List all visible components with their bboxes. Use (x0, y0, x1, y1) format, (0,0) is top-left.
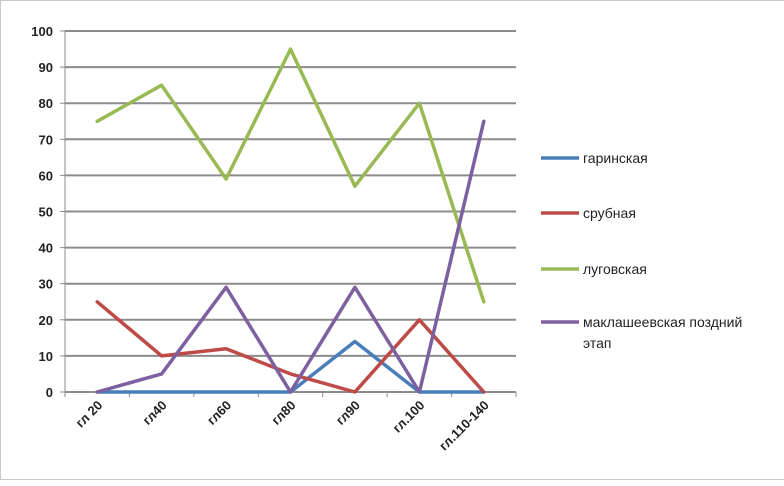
legend-label: срубная (583, 205, 636, 221)
legend-item: срубная (541, 205, 636, 221)
legend-label: этап (583, 335, 611, 351)
y-tick-label: 80 (39, 96, 53, 111)
x-tick-label: гл 20 (73, 398, 106, 431)
y-tick-label: 40 (39, 241, 53, 256)
series-line (95, 119, 486, 394)
y-tick-label: 20 (39, 313, 53, 328)
series-lines (95, 47, 486, 394)
axes (60, 30, 517, 397)
legend: гаринская срубная луговская маклашеевская п… (541, 150, 742, 351)
x-tick-label: гл60 (204, 398, 234, 428)
y-tick-labels: 0 10 20 30 40 50 60 70 80 90 100 (31, 24, 53, 400)
x-tick-labels: гл 20 гл40 гл60 гл80 гл90 гл.100 гл.110-140 (73, 398, 492, 454)
x-tick-label: гл40 (139, 398, 169, 428)
legend-item: маклашеевская поздний этап (541, 314, 742, 351)
legend-label: гаринская (583, 150, 648, 166)
y-tick-label: 100 (31, 24, 53, 39)
x-tick-label: гл80 (268, 398, 298, 428)
legend-item: луговская (541, 261, 647, 277)
y-tick-label: 50 (39, 205, 53, 220)
x-tick-label: гл.110-140 (436, 398, 492, 454)
x-tick-label: гл.100 (390, 398, 428, 436)
y-tick-label: 30 (39, 277, 53, 292)
legend-label: луговская (583, 261, 647, 277)
series-line (95, 47, 486, 304)
legend-item: гаринская (541, 150, 648, 166)
y-tick-label: 70 (39, 132, 53, 147)
series-line (95, 300, 486, 394)
y-tick-label: 0 (46, 385, 53, 400)
legend-label: маклашеевская поздний (583, 314, 742, 330)
y-tick-label: 90 (39, 60, 53, 75)
y-tick-label: 10 (39, 349, 53, 364)
gridlines (65, 30, 516, 357)
y-tick-label: 60 (39, 168, 53, 183)
x-tick-label: гл90 (333, 398, 363, 428)
